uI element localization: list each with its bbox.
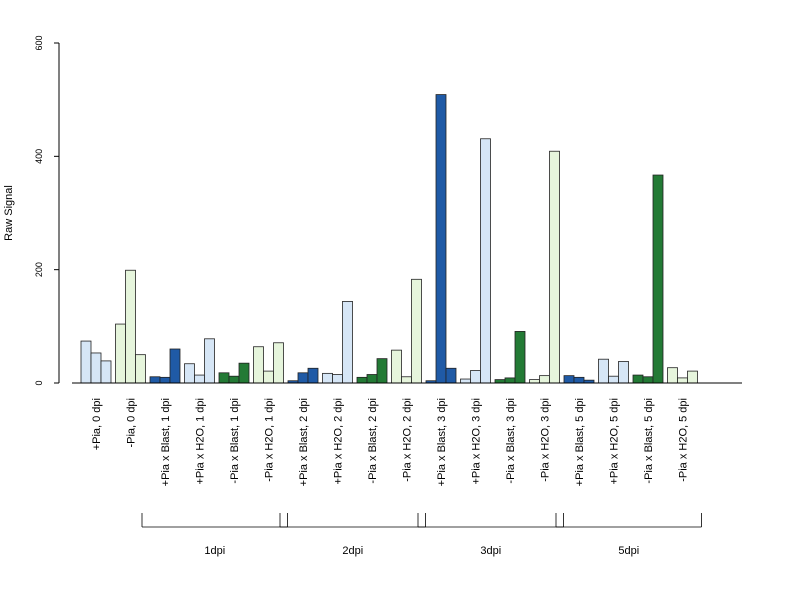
y-tick-label: 600 bbox=[34, 35, 44, 50]
bar bbox=[677, 377, 688, 384]
x-tick-label: +Pia x Blast, 5 dpi bbox=[574, 398, 586, 486]
plot-bars bbox=[80, 94, 698, 384]
x-tick-label: -Pia x Blast, 2 dpi bbox=[367, 398, 379, 484]
bar bbox=[411, 278, 422, 384]
x-tick-label: -Pia x H2O, 2 dpi bbox=[402, 398, 414, 482]
x-tick-label: +Pia, 0 dpi bbox=[91, 398, 103, 450]
y-axis-title: Raw Signal bbox=[3, 185, 15, 241]
bar bbox=[460, 378, 471, 384]
bar bbox=[253, 346, 264, 384]
bar bbox=[539, 375, 550, 384]
bar bbox=[125, 269, 136, 384]
bar bbox=[632, 374, 644, 384]
bar bbox=[529, 379, 540, 384]
group-label: 3dpi bbox=[480, 545, 501, 557]
x-tick-label: +Pia x H2O, 3 dpi bbox=[471, 398, 483, 485]
bar bbox=[90, 352, 102, 384]
bar bbox=[376, 358, 388, 384]
x-tick-label: -Pia x Blast, 5 dpi bbox=[643, 398, 655, 484]
bar bbox=[494, 379, 506, 384]
bar bbox=[307, 367, 319, 384]
x-tick-label: -Pia x Blast, 1 dpi bbox=[229, 398, 241, 484]
bar bbox=[322, 372, 333, 384]
x-tick-label: -Pia x H2O, 1 dpi bbox=[264, 398, 276, 482]
y-tick-label: 200 bbox=[34, 262, 44, 277]
bar bbox=[238, 362, 250, 384]
bar bbox=[445, 367, 457, 384]
bar bbox=[435, 94, 447, 384]
bar bbox=[169, 348, 181, 384]
x-tick-label: -Pia x H2O, 3 dpi bbox=[540, 398, 552, 482]
group-label: 1dpi bbox=[204, 545, 225, 557]
x-tick-label: +Pia x H2O, 5 dpi bbox=[609, 398, 621, 485]
bar bbox=[332, 374, 343, 384]
bar bbox=[204, 338, 215, 384]
bar bbox=[504, 377, 516, 384]
bar bbox=[401, 376, 412, 384]
y-tick-label: 400 bbox=[34, 149, 44, 164]
bar bbox=[342, 300, 353, 384]
bar bbox=[218, 372, 230, 384]
bar bbox=[356, 376, 368, 384]
x-tick-label: +Pia x Blast, 3 dpi bbox=[436, 398, 448, 486]
y-tick-label: 0 bbox=[34, 380, 44, 385]
bar bbox=[100, 360, 112, 384]
bar bbox=[135, 354, 146, 384]
x-tick-label: +Pia x Blast, 2 dpi bbox=[298, 398, 310, 486]
x-tick-label: -Pia x H2O, 5 dpi bbox=[678, 398, 690, 482]
bar bbox=[549, 150, 560, 384]
bar bbox=[366, 374, 378, 384]
bar bbox=[573, 376, 585, 384]
x-tick-label: +Pia x H2O, 1 dpi bbox=[195, 398, 207, 485]
bar bbox=[618, 361, 629, 384]
bar bbox=[115, 323, 126, 384]
bar bbox=[184, 363, 195, 384]
bar bbox=[652, 174, 664, 384]
bar bbox=[687, 370, 698, 384]
bar bbox=[642, 376, 654, 384]
group-brackets: 1dpi 2dpi 3dpi 5dpi bbox=[141, 513, 702, 557]
x-axis-labels: +Pia, 0 dpi -Pia, 0 dpi +Pia x Blast, 1 dp… bbox=[91, 398, 690, 486]
x-tick-label: -Pia x Blast, 3 dpi bbox=[505, 398, 517, 484]
group-label: 2dpi bbox=[342, 545, 363, 557]
bar bbox=[263, 370, 274, 384]
bar bbox=[391, 349, 402, 384]
bar bbox=[297, 372, 309, 384]
x-tick-label: +Pia x Blast, 1 dpi bbox=[160, 398, 172, 486]
bar bbox=[598, 358, 609, 384]
bar bbox=[159, 376, 171, 384]
bar bbox=[667, 367, 678, 384]
bar bbox=[194, 374, 205, 384]
bar bbox=[273, 342, 284, 384]
bar bbox=[149, 376, 161, 384]
bar bbox=[608, 375, 619, 384]
bar bbox=[563, 375, 575, 384]
bar bbox=[80, 340, 92, 384]
bar bbox=[480, 138, 491, 384]
bar bbox=[228, 375, 240, 384]
bar bbox=[514, 331, 526, 384]
group-label: 5dpi bbox=[618, 545, 639, 557]
y-axis: 0 200 400 600 bbox=[34, 35, 60, 386]
x-tick-label: +Pia x H2O, 2 dpi bbox=[333, 398, 345, 485]
x-tick-label: -Pia, 0 dpi bbox=[126, 398, 138, 448]
bar bbox=[470, 370, 481, 384]
